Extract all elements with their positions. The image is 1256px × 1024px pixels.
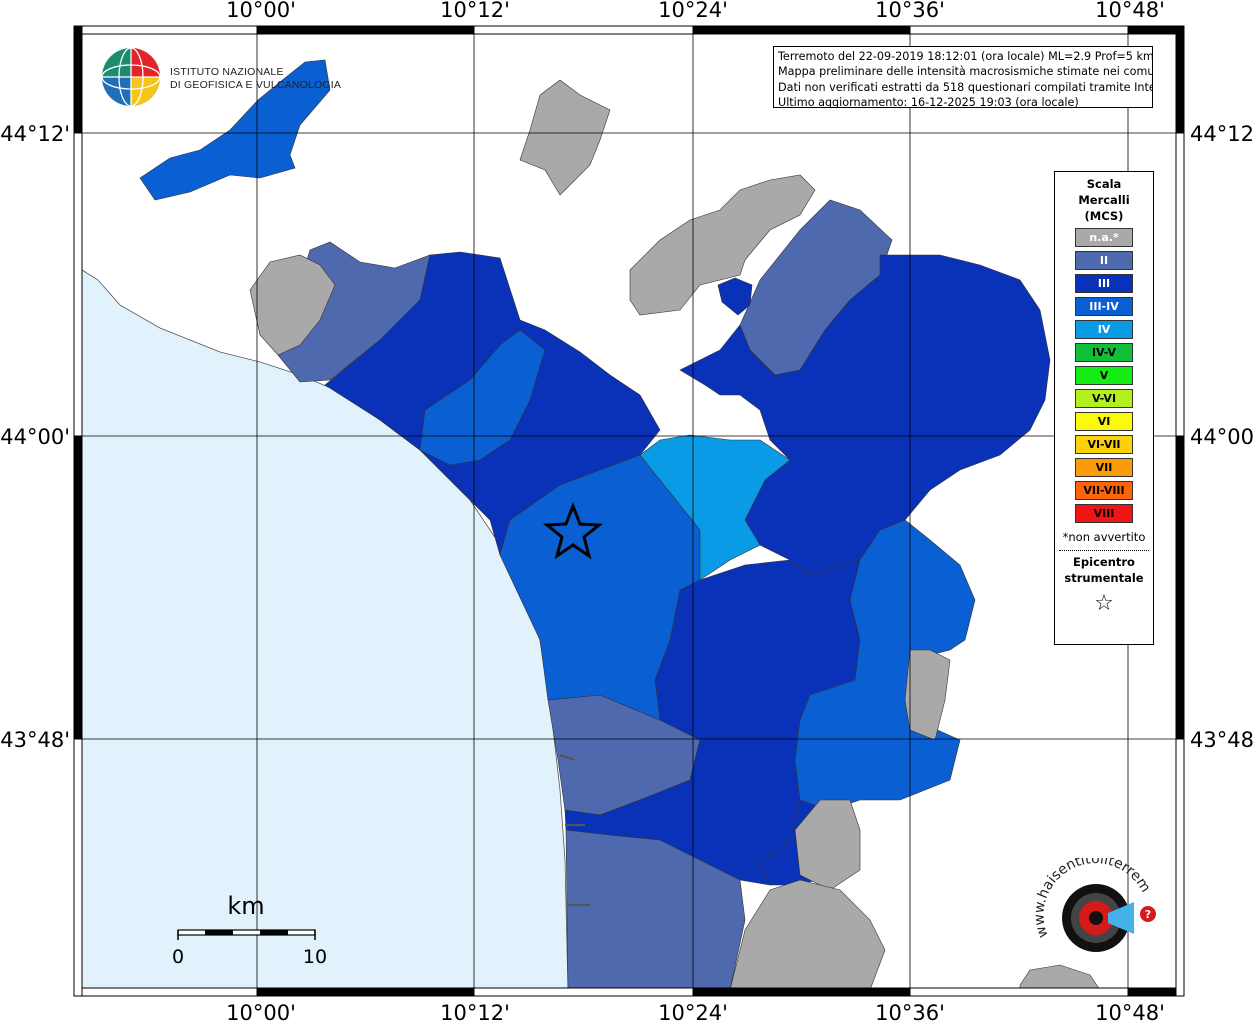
lon-label-top-3: 10°24' — [658, 0, 728, 22]
lon-label-top-4: 10°36' — [875, 0, 945, 22]
region-iii-east — [679, 254, 1051, 576]
legend-swatch: VI — [1075, 412, 1133, 431]
svg-text:?: ? — [1145, 908, 1151, 921]
lon-label-top-2: 10°12' — [440, 0, 510, 22]
lon-label-top-1: 10°00' — [226, 0, 296, 22]
lat-label-left-3: 43°48' — [0, 728, 70, 752]
legend-separator — [1059, 550, 1149, 551]
scale-bar-unit: km — [227, 892, 264, 920]
region-iii-small — [717, 277, 753, 316]
legend-swatch: V — [1075, 366, 1133, 385]
legend-title-1: Scala — [1086, 177, 1122, 191]
globe-icon — [101, 47, 161, 107]
legend-epicenter-2: strumentale — [1064, 571, 1144, 585]
legend-items: n.a.* II III III-IV IV IV-V V V-VI VI VI-VII VII VI… — [1055, 228, 1153, 523]
lon-label-bottom-4: 10°36' — [875, 1001, 945, 1024]
region-na-southeast1 — [794, 799, 861, 891]
legend-swatch: IV-V — [1075, 343, 1133, 362]
lon-label-bottom-1: 10°00' — [226, 1001, 296, 1024]
lon-label-bottom-2: 10°12' — [440, 1001, 510, 1024]
region-iii-iv-west — [499, 454, 701, 721]
legend-swatch: IV — [1075, 320, 1133, 339]
legend-swatch: VI-VII — [1075, 435, 1133, 454]
lat-label-left-2: 44°00' — [0, 425, 70, 449]
region-iii-iv-northwest — [139, 59, 331, 201]
frame-bottom — [73, 987, 1185, 997]
scale-bar-end: 10 — [303, 946, 327, 968]
epicenter-star-icon — [542, 501, 604, 560]
legend-swatch: VII — [1075, 458, 1133, 477]
intensity-legend: Scala Mercalli (MCS) n.a.* II III III-IV IV I… — [1054, 171, 1154, 645]
legend-note: *non avvertito — [1062, 530, 1146, 544]
info-line-2: Mappa preliminare delle intensità macros… — [778, 65, 1153, 79]
legend-epicenter-1: Epicentro — [1073, 555, 1135, 569]
legend-title-3: (MCS) — [1084, 209, 1124, 223]
region-na-east — [904, 649, 951, 741]
info-line-3: Dati non verificati estratti da 518 ques… — [778, 80, 1153, 94]
legend-swatch: V-VI — [1075, 389, 1133, 408]
frame-right — [1175, 25, 1185, 997]
info-line-4: Ultimo aggiornamento: 16-12-2025 19:03 (… — [778, 95, 1079, 108]
lon-label-top-5: 10°48' — [1095, 0, 1165, 22]
region-na-north2 — [629, 174, 816, 316]
lat-label-right-1: 44°12' — [1190, 122, 1256, 146]
scale-bar: km 0 10 — [172, 892, 327, 968]
ingv-line-2: DI GEOFISICA E VULCANOLOGIA — [170, 79, 342, 91]
frame-top — [73, 25, 1185, 35]
info-line-1: Terremoto del 22-09-2019 18:12:01 (ora l… — [778, 50, 1153, 63]
legend-title-2: Mercalli — [1078, 193, 1130, 207]
region-na-north1 — [519, 79, 611, 196]
ingv-line-1: ISTITUTO NAZIONALE — [170, 66, 284, 78]
frame-left — [73, 25, 83, 997]
scale-bar-start: 0 — [172, 946, 184, 968]
region-iii-iv-north — [419, 329, 546, 466]
lat-label-right-2: 44°00' — [1190, 425, 1256, 449]
haisentito-logo: ? www.haisentitoilterremoto.it www.haise… — [1030, 858, 1156, 952]
lon-label-bottom-5: 10°48' — [1095, 1001, 1165, 1024]
legend-swatch: III — [1075, 274, 1133, 293]
lat-label-right-3: 43°48' — [1190, 728, 1256, 752]
lon-label-bottom-3: 10°24' — [658, 1001, 728, 1024]
legend-swatch: VIII — [1075, 504, 1133, 523]
region-na-southeast2 — [729, 879, 886, 991]
coast-pier-1 — [559, 754, 576, 761]
legend-star-icon: ☆ — [1094, 591, 1114, 616]
legend-swatch: n.a.* — [1075, 228, 1133, 247]
region-na-northwest — [249, 254, 336, 356]
event-info-box: Terremoto del 22-09-2019 18:12:01 (ora l… — [773, 46, 1153, 108]
legend-swatch: II — [1075, 251, 1133, 270]
legend-swatch: III-IV — [1075, 297, 1133, 316]
lat-label-left-1: 44°12' — [0, 122, 70, 146]
legend-swatch: VII-VIII — [1075, 481, 1133, 500]
